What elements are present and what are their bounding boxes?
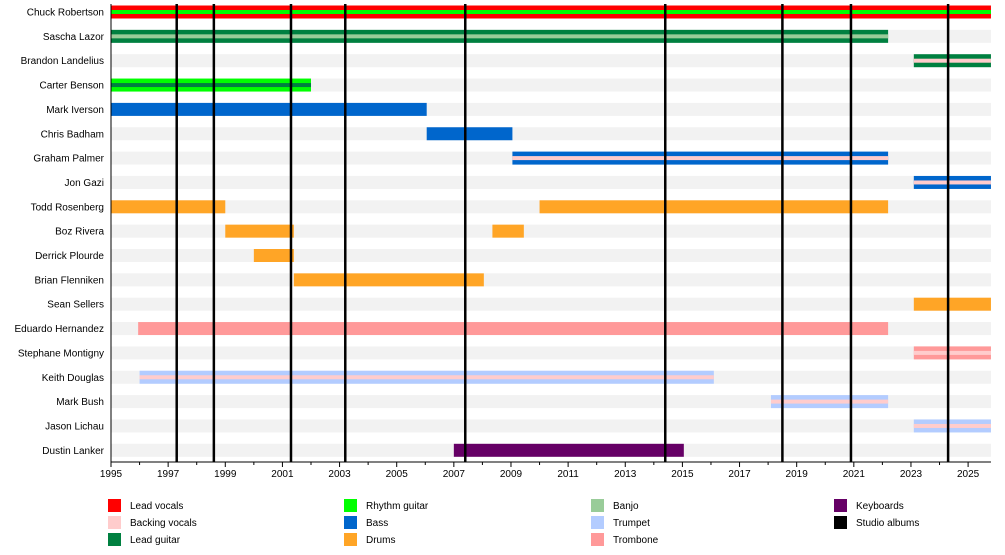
- x-tick-label: 2001: [271, 469, 294, 480]
- x-tick-label: 2021: [843, 469, 866, 480]
- legend-label: Lead vocals: [130, 501, 183, 512]
- legend-swatch: [108, 516, 121, 529]
- member-label: Todd Rosenberg: [31, 202, 104, 213]
- member-bar-stripe: [913, 350, 991, 355]
- row-band: [111, 175, 991, 189]
- member-label: Jon Gazi: [65, 178, 104, 189]
- x-tick-label: 1997: [157, 469, 180, 480]
- row-band: [111, 78, 991, 92]
- member-bar: [913, 297, 991, 311]
- legend-swatch: [591, 533, 604, 546]
- member-label: Boz Rivera: [55, 227, 104, 238]
- member-label: Derrick Plourde: [35, 251, 104, 262]
- row-band: [111, 54, 991, 68]
- legend-swatch: [834, 499, 847, 512]
- legend-label: Studio albums: [856, 518, 919, 529]
- legend-label: Bass: [366, 518, 388, 529]
- member-bar: [111, 200, 226, 214]
- member-bar: [539, 200, 889, 214]
- legend-label: Drums: [366, 535, 395, 546]
- legend-swatch: [108, 499, 121, 512]
- member-bar: [426, 127, 513, 141]
- member-label: Brian Flenniken: [35, 275, 104, 286]
- legend-label: Backing vocals: [130, 518, 197, 529]
- x-tick-label: 2019: [786, 469, 809, 480]
- member-bar: [293, 273, 484, 287]
- x-tick-label: 2013: [614, 469, 637, 480]
- x-tick-label: 2017: [728, 469, 751, 480]
- x-tick-label: 2003: [328, 469, 351, 480]
- row-band: [111, 127, 991, 141]
- member-bar-stripe: [139, 375, 714, 380]
- legend-label: Trumpet: [613, 518, 650, 529]
- member-bar-stripe: [913, 423, 991, 428]
- member-bar: [138, 322, 889, 336]
- row-band: [111, 419, 991, 433]
- legend-swatch: [108, 533, 121, 546]
- member-bar: [453, 443, 684, 457]
- legend-label: Rhythm guitar: [366, 501, 429, 512]
- member-label: Chris Badham: [41, 129, 104, 140]
- member-bar-stripe: [111, 83, 311, 88]
- x-tick-label: 1995: [100, 469, 123, 480]
- legend-swatch: [834, 516, 847, 529]
- legend-label: Lead guitar: [130, 535, 181, 546]
- member-label: Sascha Lazor: [43, 32, 105, 43]
- row-band: [111, 249, 991, 262]
- row-band: [111, 273, 991, 287]
- member-bar-stripe: [913, 58, 991, 63]
- legend-swatch: [344, 533, 357, 546]
- member-bar: [111, 102, 427, 116]
- x-tick-label: 1999: [214, 469, 237, 480]
- member-label: Mark Bush: [56, 397, 104, 408]
- member-label: Carter Benson: [40, 81, 104, 92]
- legend-label: Trombone: [613, 535, 659, 546]
- member-bar: [253, 249, 294, 262]
- member-label: Keith Douglas: [42, 373, 104, 384]
- legend-swatch: [344, 516, 357, 529]
- member-label: Dustin Lanker: [42, 446, 104, 457]
- member-label: Brandon Landelius: [21, 56, 104, 67]
- member-label: Chuck Robertson: [27, 8, 104, 19]
- member-label: Stephane Montigny: [18, 348, 104, 359]
- x-tick-label: 2025: [957, 469, 980, 480]
- member-bar: [492, 224, 524, 238]
- member-bar-stripe: [111, 10, 991, 14]
- legend-label: Banjo: [613, 501, 639, 512]
- legend-swatch: [591, 516, 604, 529]
- row-band: [111, 224, 991, 238]
- member-bar-stripe: [111, 34, 889, 39]
- legend-label: Keyboards: [856, 501, 904, 512]
- member-label: Sean Sellers: [47, 300, 104, 311]
- x-tick-label: 2023: [900, 469, 923, 480]
- member-bar-stripe: [770, 399, 889, 404]
- legend-swatch: [591, 499, 604, 512]
- member-bar-stripe: [512, 156, 889, 161]
- x-tick-label: 2009: [500, 469, 523, 480]
- legend-swatch: [344, 499, 357, 512]
- x-tick-label: 2015: [671, 469, 694, 480]
- row-band: [111, 346, 991, 360]
- x-tick-label: 2007: [443, 469, 466, 480]
- member-label: Graham Palmer: [33, 154, 104, 165]
- row-band: [111, 297, 991, 311]
- x-tick-label: 2011: [557, 469, 579, 480]
- member-bar: [225, 224, 294, 238]
- member-label: Mark Iverson: [46, 105, 104, 116]
- member-label: Jason Lichau: [45, 421, 104, 432]
- x-tick-label: 2005: [386, 469, 409, 480]
- member-bar-stripe: [913, 180, 991, 185]
- member-label: Eduardo Hernandez: [14, 324, 104, 335]
